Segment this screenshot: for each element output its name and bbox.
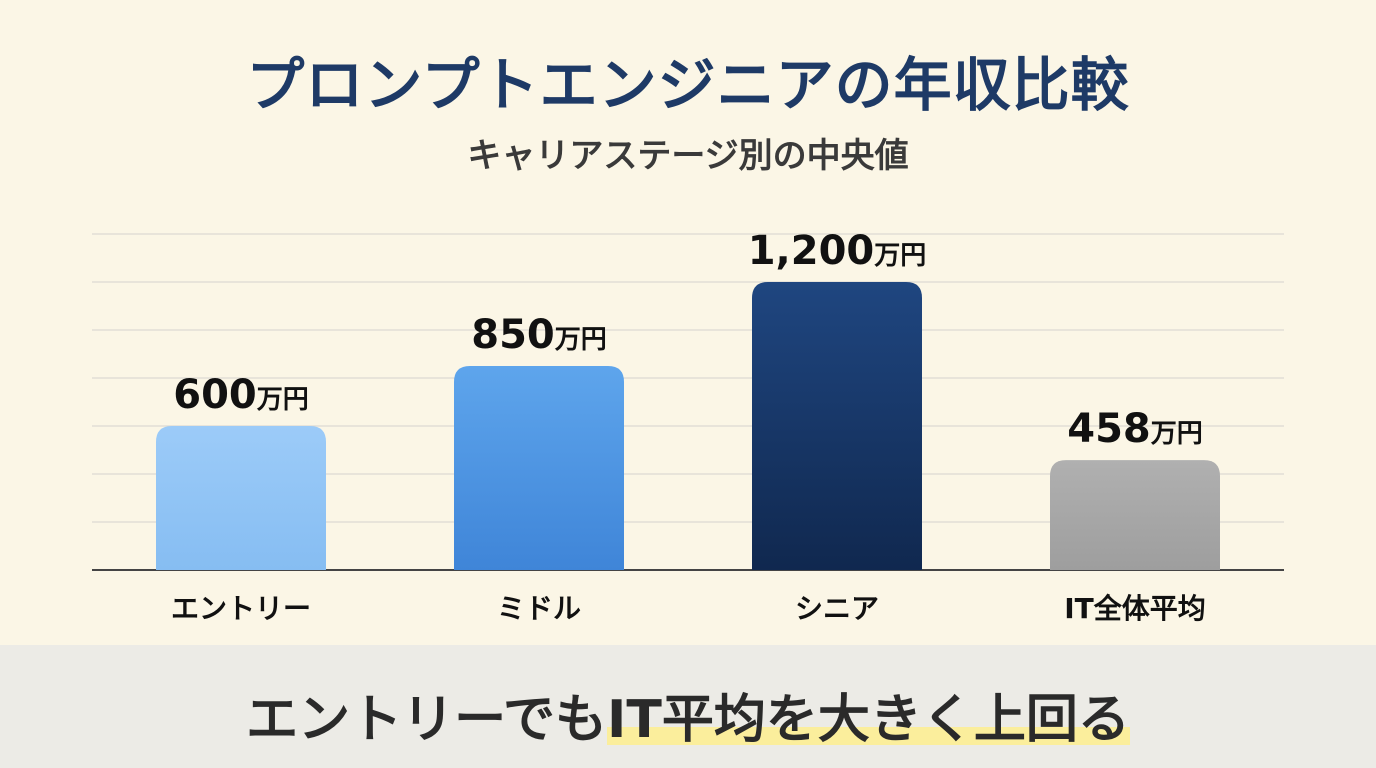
category-label-2: ミドル [497,592,581,625]
bar-chart: 600万円 850万円 1,200万円 458万円 エントリー ミドル シニア IT全体平均 [92,228,1284,625]
bar-3 [752,282,922,570]
value-label-3: 1,200万円 [748,228,927,274]
footer-text-plain: エントリーでも [246,690,608,750]
footer-banner: エントリーでもIT平均を大きく上回る [0,645,1376,768]
value-label-1: 600万円 [173,372,309,418]
footer-text-highlight: IT平均を大きく上回る [607,690,1130,750]
value-labels: 600万円 850万円 1,200万円 458万円 [173,228,1203,452]
bar-1 [156,426,326,570]
chart-subtitle: キャリアステージ別の中央値 [467,136,909,176]
chart-title: プロンプトエンジニアの年収比較 [246,51,1130,119]
bars [156,282,1220,570]
value-label-4: 458万円 [1067,406,1203,452]
category-label-3: シニア [795,592,879,625]
footer-message: エントリーでもIT平均を大きく上回る [0,677,1376,752]
category-label-4: IT全体平均 [1064,592,1206,625]
bar-2 [454,366,624,570]
category-label-1: エントリー [171,592,311,625]
bar-4 [1050,460,1220,570]
value-label-2: 850万円 [471,312,607,358]
category-labels: エントリー ミドル シニア IT全体平均 [171,592,1206,625]
